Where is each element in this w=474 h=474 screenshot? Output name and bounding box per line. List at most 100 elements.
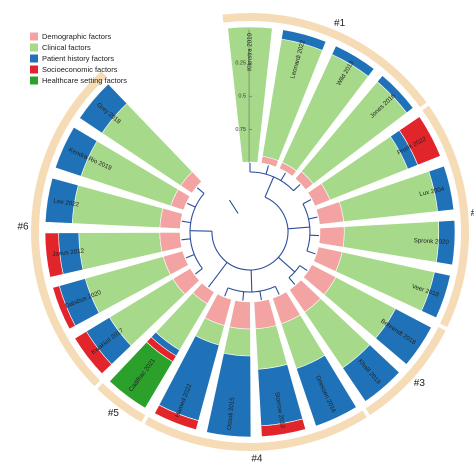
demographic-segment — [253, 299, 277, 330]
dendrogram-branch — [196, 187, 205, 194]
dendrogram-stem — [213, 262, 228, 281]
patient-history-segment — [428, 165, 455, 212]
study-label: Lee 2022 — [53, 198, 80, 209]
legend-label: Clinical factors — [42, 43, 91, 52]
patient-history-segment — [206, 352, 252, 438]
legend-swatch — [30, 54, 38, 63]
dendrogram-branch — [308, 216, 318, 220]
legend: Demographic factors Clinical factors Patie… — [30, 32, 127, 85]
dendrogram-stem — [250, 269, 253, 292]
socioeconomic-segment — [44, 232, 64, 278]
bar-khalil-2019 — [288, 279, 400, 402]
demographic-segment — [229, 300, 251, 330]
dendrogram-branch — [181, 238, 191, 241]
bar-driessen-2016 — [272, 291, 357, 427]
cluster-label: #1 — [334, 18, 346, 29]
dendrogram-branch — [208, 279, 215, 288]
bar-storrow-2012 — [253, 299, 307, 437]
clinical-segment — [223, 326, 251, 357]
socioeconomic-segment — [154, 404, 199, 431]
healthcare-segment — [109, 341, 174, 409]
axis-tick-label: 0.5 — [238, 94, 246, 100]
socioeconomic-segment — [52, 285, 76, 330]
cluster-band — [422, 105, 469, 328]
dendrogram-branch — [242, 291, 245, 301]
bar-behrendt-2018 — [303, 264, 432, 365]
dendrogram-branch — [181, 220, 191, 224]
dendrogram-branch — [265, 165, 269, 175]
study-label: Spronk 2020 — [413, 237, 449, 246]
bar-datsbus-2020 — [52, 250, 189, 330]
bar-lee-2022 — [44, 177, 183, 229]
demographic-segment — [159, 232, 183, 253]
bar-grey-2018 — [79, 83, 203, 194]
patient-history-segment — [54, 126, 98, 177]
patient-history-segment — [331, 45, 375, 77]
patient-history-segment — [375, 308, 432, 365]
dendrogram-root-arc — [211, 196, 289, 271]
dendrogram-stem — [287, 226, 310, 230]
dendrogram-stem — [264, 176, 275, 198]
bar-janus-2012 — [44, 232, 183, 278]
dendrogram — [181, 163, 319, 301]
demographic-segment — [315, 201, 345, 225]
legend-swatch — [30, 76, 38, 85]
dendrogram-branch — [288, 277, 296, 285]
dendrogram-branch — [299, 265, 308, 272]
legend-swatch — [30, 43, 38, 52]
axis-tick-label: 0.75 — [235, 127, 246, 133]
dendrogram-branch — [293, 184, 301, 192]
bar-spronk-2020 — [318, 220, 456, 266]
legend-swatch — [30, 65, 38, 74]
cluster-band — [222, 13, 427, 108]
bar-kwakkel-2017 — [74, 267, 200, 375]
patient-history-segment — [281, 29, 327, 51]
cluster-bands: #1 #2 #3 #4 #5 #6 — [17, 13, 474, 465]
socioeconomic-segment — [74, 330, 113, 375]
legend-label: Demographic factors — [42, 32, 111, 41]
dendrogram-branch — [259, 291, 262, 301]
patient-history-segment — [421, 271, 451, 319]
dendrogram-branch — [274, 286, 280, 295]
demographic-segment — [318, 226, 345, 248]
bar-veer-2018 — [313, 246, 451, 319]
axis-tick-label: 0.25 — [235, 60, 246, 66]
bar-lux-2004 — [315, 165, 455, 225]
patient-history-segment — [436, 220, 456, 266]
cluster-band — [97, 383, 146, 423]
bar-cadilhac-2021 — [109, 282, 215, 409]
legend-label: Patient history factors — [42, 54, 114, 63]
patient-history-segment — [44, 177, 79, 224]
cluster-band — [144, 410, 367, 452]
bar-wild-2013 — [278, 45, 375, 177]
patient-history-segment — [295, 354, 357, 427]
cluster-label: #3 — [414, 378, 426, 389]
study-label: Ossoli 2015 — [226, 397, 236, 431]
dendrogram-branch — [302, 199, 312, 205]
cluster-label: #4 — [251, 454, 263, 465]
patient-history-segment — [342, 344, 400, 402]
patient-history-segment — [79, 83, 128, 134]
socioeconomic-segment — [398, 116, 441, 166]
cluster-label: #5 — [108, 408, 120, 419]
legend-label: Healthcare setting factors — [42, 76, 127, 85]
bar-pronk-2022 — [307, 116, 441, 207]
bar-klimstra-2010 — [227, 26, 273, 163]
cluster-label: #2 — [471, 208, 474, 219]
cluster-label: #6 — [17, 222, 29, 233]
study-label: Janus 2012 — [52, 248, 85, 259]
socioeconomic-segment — [260, 418, 307, 437]
bars-layer — [44, 26, 456, 438]
study-label: Klimstra 2010 — [247, 32, 254, 70]
dendrogram-branch — [194, 268, 203, 275]
clinical-segment — [255, 324, 288, 370]
dendrogram-branch — [224, 287, 229, 297]
legend-label: Socioeconomic factors — [42, 65, 118, 74]
dendrogram-stem — [277, 256, 296, 273]
bar-kendra-rio-2019 — [54, 126, 191, 211]
dendrogram-branch — [280, 172, 287, 181]
clinical-segment — [227, 26, 273, 163]
bar-ossoli-2015 — [206, 300, 252, 438]
bar-jones-2016 — [294, 75, 414, 191]
